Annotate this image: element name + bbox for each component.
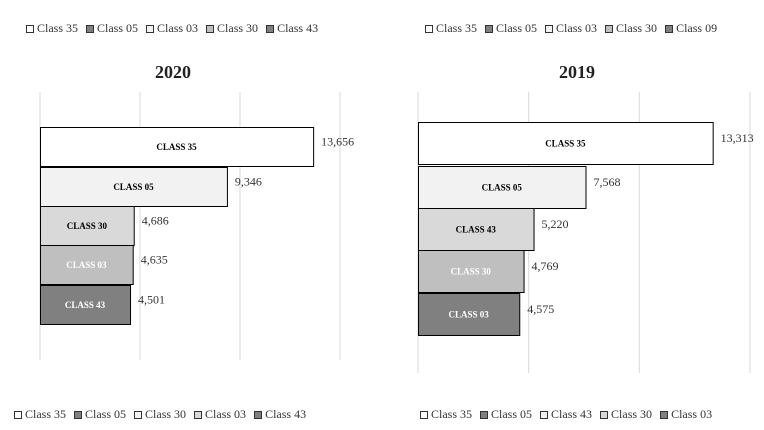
data-label: 5,220 [542, 217, 569, 231]
legend-swatch [660, 410, 669, 419]
legend-label: Class 05 [85, 407, 127, 421]
legend-item: Class 30 [134, 407, 186, 422]
bar-category-label: CLASS 03 [448, 310, 489, 320]
legend-swatch [86, 24, 95, 33]
legend-label: Class 03 [205, 407, 247, 421]
legend-swatch [605, 24, 614, 33]
data-label: 4,769 [532, 259, 559, 273]
legend-label: Class 35 [431, 407, 473, 421]
data-label: 9,346 [235, 175, 262, 189]
legend-label: Class 30 [616, 21, 658, 35]
legend-swatch [254, 410, 263, 419]
legend-label: Class 03 [556, 21, 598, 35]
legend-swatch [14, 410, 22, 419]
legend-label: Class 43 [277, 21, 319, 35]
legend-label: Class 03 [157, 21, 199, 35]
legend-label: Class 09 [676, 21, 718, 35]
legend-item: Class 05 [74, 407, 126, 422]
data-label: 13,313 [721, 131, 754, 145]
legend-swatch [665, 24, 674, 33]
legend-swatch [194, 410, 203, 419]
legend-item: Class 43 [266, 21, 318, 36]
legend-item: Class 03 [660, 407, 712, 422]
legend-label: Class 35 [436, 21, 478, 35]
legend-item: Class 09 [665, 21, 717, 36]
legend-item: Class 30 [600, 407, 652, 422]
bar-category-label: CLASS 30 [451, 267, 492, 277]
legend-label: Class 35 [37, 21, 79, 35]
data-label: 4,501 [138, 293, 165, 307]
legend-top-2019: Class 35 Class 05 Class 03 Class 30 Class 09 [425, 21, 725, 36]
chart-title-2020: 2020 [155, 62, 191, 82]
legend-label: Class 05 [97, 21, 139, 35]
legend-bottom-2019: Class 35 Class 05 Class 43 Class 30 Class 03 [420, 407, 720, 422]
bar-category-label: CLASS 43 [456, 225, 497, 235]
data-label: 4,686 [142, 214, 169, 228]
legend-item: Class 03 [146, 21, 198, 36]
legend-label: Class 05 [491, 407, 533, 421]
legend-item: Class 05 [480, 407, 532, 422]
bar [40, 285, 132, 325]
legend-item: Class 30 [206, 21, 258, 36]
legend-item: Class 05 [86, 21, 138, 36]
data-label: 7,568 [594, 175, 621, 189]
bar [40, 206, 135, 246]
bar [418, 208, 535, 251]
legend-swatch [206, 24, 215, 33]
legend-item: Class 03 [194, 407, 246, 422]
legend-label: Class 30 [611, 407, 653, 421]
chart-title-2019: 2019 [559, 62, 595, 82]
legend-label: Class 03 [671, 407, 713, 421]
bar [40, 167, 228, 207]
legend-swatch [425, 24, 433, 33]
legend-label: Class 43 [551, 407, 593, 421]
legend-item: Class 43 [540, 407, 592, 422]
legend-item: Class 35 [420, 407, 472, 422]
bar-category-label: CLASS 05 [482, 183, 523, 193]
legend-swatch [146, 24, 155, 33]
legend-swatch [540, 410, 549, 419]
legend-label: Class 35 [25, 407, 67, 421]
legend-swatch [545, 24, 554, 33]
legend-item: Class 35 [26, 21, 78, 36]
legend-item: Class 35 [14, 407, 66, 422]
bar-category-label: CLASS 30 [67, 221, 108, 231]
legend-swatch [600, 410, 609, 419]
legend-swatch [485, 24, 494, 33]
legend-top-2020: Class 35 Class 05 Class 03 Class 30 Class 43 [26, 21, 326, 36]
legend-label: Class 05 [496, 21, 538, 35]
legend-item: Class 35 [425, 21, 477, 36]
bar [40, 245, 134, 285]
data-label: 4,575 [527, 302, 554, 316]
legend-swatch [26, 24, 34, 33]
bar [418, 293, 521, 336]
legend-item: Class 30 [605, 21, 657, 36]
legend-item: Class 05 [485, 21, 537, 36]
bar [40, 127, 315, 167]
bar-category-label: CLASS 03 [66, 260, 107, 270]
bar [418, 250, 525, 293]
legend-swatch [480, 410, 489, 419]
legend-swatch [420, 410, 428, 419]
bar-category-label: CLASS 35 [545, 139, 586, 149]
bar-category-label: CLASS 35 [156, 142, 197, 152]
bar-category-label: CLASS 43 [65, 300, 106, 310]
legend-label: Class 30 [145, 407, 187, 421]
legend-label: Class 30 [217, 21, 259, 35]
legend-swatch [134, 410, 143, 419]
bar [418, 122, 714, 165]
bar-category-label: CLASS 05 [113, 182, 154, 192]
data-label: 13,656 [321, 135, 354, 149]
legend-item: Class 43 [254, 407, 306, 422]
legend-label: Class 43 [265, 407, 307, 421]
legend-item: Class 03 [545, 21, 597, 36]
legend-swatch [266, 24, 275, 33]
legend-bottom-2020: Class 35 Class 05 Class 30 Class 03 Class 43 [14, 407, 314, 422]
bar [418, 166, 587, 209]
legend-swatch [74, 410, 83, 419]
data-label: 4,635 [141, 253, 168, 267]
